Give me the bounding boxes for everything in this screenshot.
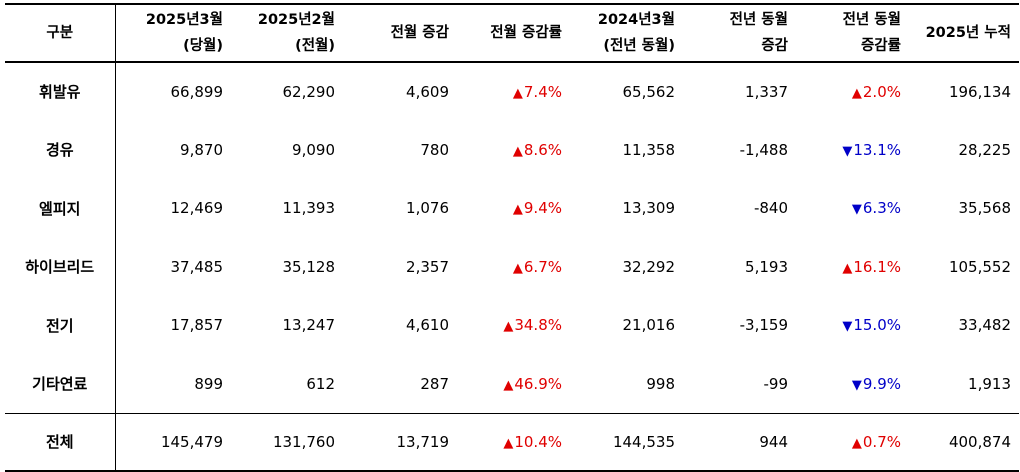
table-row: 경유 9,870 9,090 780 ▲8.6% 11,358 -1,488 ▼13.1% 28… — [5, 120, 1019, 179]
triangle-up-icon: ▲ — [851, 435, 862, 451]
triangle-up-icon: ▲ — [512, 143, 523, 159]
ytd-cell: 28,225 — [958, 140, 1012, 159]
total-row: 전체 145,479 131,760 13,719 ▲10.4% 144,535… — [5, 412, 1019, 472]
header-previous-month: 2025년2월 (전월) — [231, 3, 343, 63]
triangle-up-icon: ▲ — [512, 260, 523, 276]
ytd-cell: 33,482 — [958, 316, 1012, 335]
ytd-cell: 196,134 — [948, 82, 1011, 101]
triangle-up-icon: ▲ — [503, 377, 514, 393]
last-year-month-cell: 21,016 — [622, 316, 676, 335]
triangle-down-icon: ▼ — [851, 202, 862, 218]
ytd-cell: 1,913 — [968, 374, 1011, 393]
row-label: 경유 — [5, 120, 116, 179]
yoy-change-cell: -1,488 — [739, 140, 788, 159]
current-month-cell: 17,857 — [170, 316, 224, 335]
triangle-up-icon: ▲ — [503, 435, 514, 451]
header-yoy-rate: 전년 동월 증감률 — [796, 3, 909, 63]
current-month-cell: 66,899 — [170, 82, 224, 101]
ytd-cell: 400,874 — [909, 412, 1019, 472]
mom-change-cell: 780 — [420, 140, 449, 159]
yoy-rate-cell: ▼9.9% — [851, 374, 901, 393]
yoy-change-cell: 5,193 — [745, 257, 788, 276]
last-year-month-cell: 144,535 — [570, 412, 683, 472]
yoy-change-cell: 1,337 — [745, 82, 788, 101]
row-label: 전기 — [5, 296, 116, 355]
header-mom-change: 전월 증감 — [343, 3, 457, 63]
triangle-up-icon: ▲ — [851, 85, 862, 101]
header-mom-rate: 전월 증감률 — [457, 3, 570, 63]
previous-month-cell: 11,393 — [282, 199, 336, 218]
table-row: 엘피지 12,469 11,393 1,076 ▲9.4% 13,309 -840 ▼6.3%… — [5, 179, 1019, 238]
current-month-cell: 12,469 — [170, 199, 224, 218]
header-ytd: 2025년 누적 — [909, 3, 1019, 63]
current-month-cell: 145,479 — [115, 412, 231, 472]
current-month-cell: 37,485 — [170, 257, 224, 276]
row-label: 기타연료 — [5, 354, 116, 413]
mom-rate-cell: ▲10.4% — [457, 412, 570, 472]
table-row: 휘발유 66,899 62,290 4,609 ▲7.4% 65,562 1,337 ▲2.0… — [5, 62, 1019, 121]
row-label: 엘피지 — [5, 179, 116, 238]
triangle-down-icon: ▼ — [842, 143, 853, 159]
previous-month-cell: 9,090 — [292, 140, 335, 159]
current-month-cell: 9,870 — [180, 140, 223, 159]
mom-change-cell: 2,357 — [406, 257, 449, 276]
row-label: 하이브리드 — [5, 237, 116, 296]
row-label: 전체 — [5, 412, 116, 472]
yoy-rate-cell: ▼6.3% — [851, 199, 901, 218]
last-year-month-cell: 998 — [646, 374, 675, 393]
triangle-down-icon: ▼ — [851, 377, 862, 393]
mom-rate-cell: ▲34.8% — [503, 316, 562, 335]
mom-rate-cell: ▲6.7% — [512, 257, 562, 276]
triangle-up-icon: ▲ — [842, 260, 853, 276]
last-year-month-cell: 11,358 — [622, 140, 676, 159]
yoy-change-cell: -3,159 — [739, 316, 788, 335]
table-body: 휘발유 66,899 62,290 4,609 ▲7.4% 65,562 1,337 ▲2.0… — [5, 62, 1019, 413]
row-label: 휘발유 — [5, 62, 116, 121]
ytd-cell: 105,552 — [948, 257, 1011, 276]
mom-change-cell: 13,719 — [343, 412, 457, 472]
current-month-cell: 899 — [194, 374, 223, 393]
previous-month-cell: 131,760 — [231, 412, 343, 472]
yoy-rate-cell: ▲2.0% — [851, 82, 901, 101]
mom-change-cell: 4,610 — [406, 316, 449, 335]
previous-month-cell: 35,128 — [282, 257, 336, 276]
yoy-change-cell: -840 — [753, 199, 788, 218]
ytd-cell: 35,568 — [958, 199, 1012, 218]
mom-rate-cell: ▲7.4% — [512, 82, 562, 101]
mom-change-cell: 1,076 — [406, 199, 449, 218]
header-yoy-change: 전년 동월 증감 — [683, 3, 796, 63]
previous-month-cell: 62,290 — [282, 82, 336, 101]
previous-month-cell: 612 — [306, 374, 335, 393]
header-current-month: 2025년3월 (당월) — [115, 3, 231, 63]
last-year-month-cell: 13,309 — [622, 199, 676, 218]
header-row: 구분 2025년3월 (당월) 2025년2월 (전월) 전월 증감 전월 증감률 … — [5, 3, 1019, 63]
yoy-change-cell: -99 — [763, 374, 789, 393]
yoy-rate-cell: ▼15.0% — [842, 316, 901, 335]
triangle-up-icon: ▲ — [512, 85, 523, 101]
mom-change-cell: 287 — [420, 374, 449, 393]
table-row: 전기 17,857 13,247 4,610 ▲34.8% 21,016 -3,159 ▼15… — [5, 296, 1019, 355]
mom-rate-cell: ▲9.4% — [512, 199, 562, 218]
last-year-month-cell: 32,292 — [622, 257, 676, 276]
mom-rate-cell: ▲46.9% — [503, 374, 562, 393]
last-year-month-cell: 65,562 — [622, 82, 676, 101]
fuel-sales-table: 구분 2025년3월 (당월) 2025년2월 (전월) 전월 증감 전월 증감률 … — [5, 3, 1019, 472]
header-category: 구분 — [5, 3, 116, 63]
table-row: 기타연료 899 612 287 ▲46.9% 998 -99 ▼9.9% 1,913 — [5, 354, 1019, 413]
yoy-change-cell: 944 — [683, 412, 796, 472]
triangle-up-icon: ▲ — [512, 202, 523, 218]
header-last-year-month: 2024년3월 (전년 동월) — [570, 3, 683, 63]
mom-change-cell: 4,609 — [406, 82, 449, 101]
yoy-rate-cell: ▲16.1% — [842, 257, 901, 276]
triangle-up-icon: ▲ — [503, 319, 514, 335]
yoy-rate-cell: ▲0.7% — [796, 412, 909, 472]
mom-rate-cell: ▲8.6% — [512, 140, 562, 159]
triangle-down-icon: ▼ — [842, 319, 853, 335]
yoy-rate-cell: ▼13.1% — [842, 140, 901, 159]
table-row: 하이브리드 37,485 35,128 2,357 ▲6.7% 32,292 5,193 ▲1… — [5, 237, 1019, 296]
previous-month-cell: 13,247 — [282, 316, 336, 335]
